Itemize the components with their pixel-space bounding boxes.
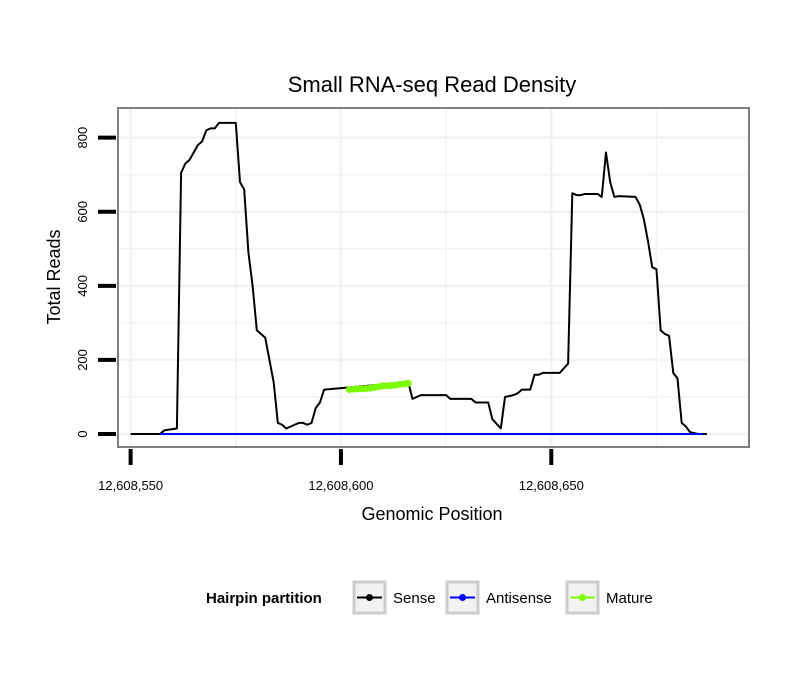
legend-label-mature: Mature	[606, 590, 653, 607]
grid-lines	[118, 108, 749, 447]
chart-title: Small RNA-seq Read Density	[288, 72, 577, 97]
legend-dot-mature	[579, 594, 586, 601]
plot-panel	[117, 107, 750, 448]
legend-dot-antisense	[459, 594, 466, 601]
x-tick-label: 12,608,650	[519, 478, 584, 493]
y-tick-label: 200	[75, 349, 90, 371]
x-tick-label: 12,608,600	[308, 478, 373, 493]
legend-title: Hairpin partition	[206, 590, 322, 607]
y-tick-label: 400	[75, 275, 90, 297]
legend-label-sense: Sense	[393, 590, 436, 607]
legend: Hairpin partition Sense Antisense Mature	[206, 580, 653, 615]
series-line-sense	[130, 121, 707, 436]
y-axis-title: Total Reads	[44, 229, 64, 324]
x-axis: 12,608,550 12,608,600 12,608,650	[98, 449, 584, 493]
y-tick-label: 600	[75, 201, 90, 223]
legend-dot-sense	[366, 594, 373, 601]
legend-label-antisense: Antisense	[486, 590, 552, 607]
series-group	[130, 121, 707, 436]
data-point-mature	[404, 379, 412, 387]
y-tick-label: 800	[75, 127, 90, 149]
y-axis: 0 200 400 600 800	[75, 127, 116, 438]
x-axis-title: Genomic Position	[361, 504, 502, 524]
y-tick-label: 0	[75, 430, 90, 437]
x-tick-label: 12,608,550	[98, 478, 163, 493]
